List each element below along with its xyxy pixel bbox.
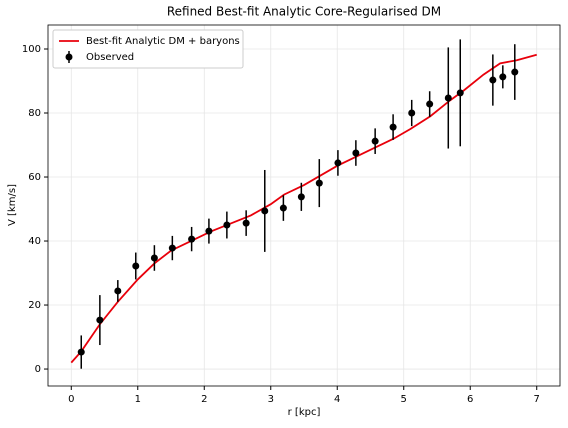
y-tick-label: 80 <box>28 108 41 119</box>
legend-box <box>52 29 244 69</box>
y-tick-label: 40 <box>28 236 41 247</box>
x-tick-label: 3 <box>268 394 274 405</box>
legend-label: Best-fit Analytic DM + baryons <box>86 36 240 47</box>
data-point <box>168 244 176 252</box>
x-tick-label: 0 <box>68 394 74 405</box>
data-point <box>444 94 452 102</box>
data-point <box>132 262 140 270</box>
data-point <box>315 179 323 187</box>
data-point <box>77 348 85 356</box>
data-point <box>511 68 519 76</box>
chart-title: Refined Best-fit Analytic Core-Regularis… <box>167 5 441 19</box>
x-tick-label: 4 <box>334 394 340 405</box>
x-tick-label: 2 <box>201 394 207 405</box>
x-tick-label: 6 <box>467 394 473 405</box>
data-point <box>96 316 104 324</box>
plot-frame <box>47 24 561 387</box>
data-point <box>242 219 250 227</box>
data-point <box>456 89 464 97</box>
legend-label: Observed <box>86 52 134 63</box>
data-point <box>334 159 342 167</box>
data-point <box>261 207 269 215</box>
data-point <box>389 123 397 131</box>
fit-line <box>70 53 537 364</box>
x-tick-label: 7 <box>534 394 540 405</box>
x-axis-label: r [kpc] <box>288 407 321 418</box>
data-point <box>205 227 213 235</box>
y-tick-label: 60 <box>28 172 41 183</box>
data-point <box>352 149 360 157</box>
data-point <box>408 109 416 117</box>
data-point <box>223 221 231 229</box>
y-axis-label: V [km/s] <box>7 184 18 226</box>
data-point <box>150 254 158 262</box>
data-point <box>297 193 305 201</box>
x-tick-label: 5 <box>401 394 407 405</box>
data-point <box>279 204 287 212</box>
data-point <box>489 76 497 84</box>
x-tick-label: 1 <box>135 394 141 405</box>
data-point <box>426 100 434 108</box>
data-point <box>114 287 122 295</box>
y-tick-label: 0 <box>35 364 41 375</box>
y-tick-label: 20 <box>28 300 41 311</box>
data-point <box>499 73 507 81</box>
data-point <box>371 137 379 145</box>
y-tick-label: 100 <box>22 44 41 55</box>
legend-marker <box>65 53 73 61</box>
data-point <box>188 235 196 243</box>
